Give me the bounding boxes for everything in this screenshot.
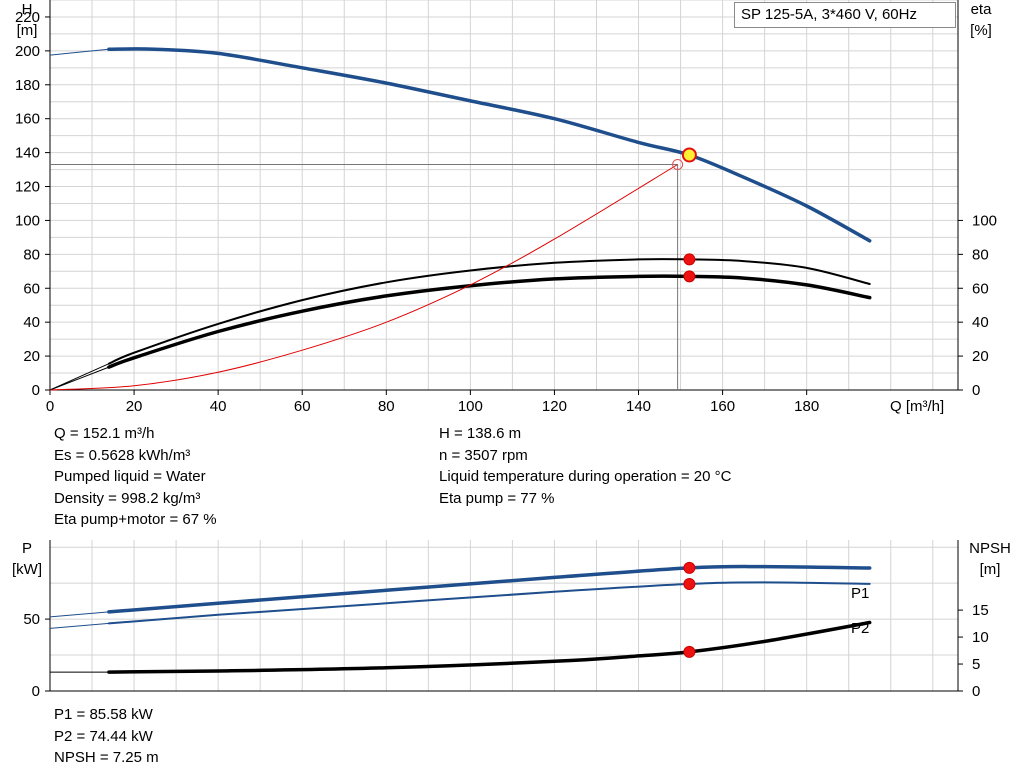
chart-title-box: SP 125-5A, 3*460 V, 60Hz: [734, 2, 956, 28]
info-liquid-temperature: Liquid temperature during operation = 20…: [439, 468, 732, 485]
info-h: H = 138.6 m: [439, 425, 522, 442]
chart-1-x-tick-label: 120: [542, 398, 567, 415]
chart-1-x-tick-label: 100: [458, 398, 483, 415]
chart-2-series-p1: [107, 564, 872, 614]
chart-1-yl-tick-label: 60: [23, 280, 40, 297]
chart-1-system-point-marker: [672, 158, 684, 170]
chart-2-series-npsh: [107, 620, 872, 674]
chart-1-yl-tick-label: 0: [32, 382, 40, 399]
chart-1-series-0-extension: [49, 48, 109, 56]
chart-1-x-axis-label: Q [m³/h]: [890, 398, 944, 415]
chart-1-x-tick-label: 140: [626, 398, 651, 415]
chart-2-right-axis-unit: [m]: [980, 561, 1001, 578]
info-pumped-liquid: Pumped liquid = Water: [54, 468, 206, 485]
info-density: Density = 998.2 kg/m³: [54, 489, 201, 507]
chart-1-yr-tick-label: 100: [972, 212, 997, 229]
chart-1-series-eta-pump: [107, 258, 871, 365]
chart-2-right-axis-label: NPSH: [969, 540, 1011, 557]
chart-2-series-label-p1: P1: [851, 585, 869, 602]
chart-2-series-p2: [107, 581, 871, 625]
info-p1: P1 = 85.58 kW: [54, 706, 153, 723]
info-npsh: NPSH = 7.25 m: [54, 749, 159, 766]
chart-2-yl-tick-label: 50: [23, 611, 40, 628]
chart-1-series-2-extension: [49, 366, 110, 391]
chart-1-x-tick-label: 0: [46, 398, 54, 415]
chart-1-series-h: [107, 47, 872, 243]
chart-2-yr-tick-label: 0: [972, 683, 980, 700]
info-right-block: H = 138.6 m n = 3507 rpm Liquid temperat…: [439, 423, 731, 509]
chart-2-group: 0 50 P [kW] 0 5 10 15 NPSH [m] P1 P2: [12, 540, 1011, 700]
chart-1-yl-tick-label: 20: [23, 348, 40, 365]
info-eta-pump-motor: Eta pump+motor = 67 %: [54, 511, 217, 528]
chart-2-point-marker-p2: [683, 577, 696, 590]
info-es: Es = 0.5628 kWh/m³: [54, 446, 191, 464]
chart-2-series-p2-extension: [49, 622, 109, 629]
chart-1-eta-point-marker: [683, 270, 696, 283]
chart-1-yr-tick-label: 80: [972, 246, 989, 263]
chart-1-left-axis-label: H: [22, 1, 33, 18]
info-q: Q = 152.1 m³/h: [54, 425, 155, 442]
chart-1-x-tick-label: 60: [294, 398, 311, 415]
chart-1-yl-tick-label: 80: [23, 246, 40, 263]
chart-1-yl-tick-label: 200: [15, 43, 40, 60]
chart-1-x-tick-label: 40: [210, 398, 227, 415]
chart-1-yl-tick-label: 40: [23, 314, 40, 331]
chart-1-x-tick-label: 80: [378, 398, 395, 415]
chart-1-yl-tick-label: 180: [15, 77, 40, 94]
chart-1-yr-tick-label: 60: [972, 280, 989, 297]
chart-2-series-p1-extension: [49, 611, 109, 618]
chart-1-yl-tick-label: 220: [15, 9, 40, 26]
chart-2-yr-tick-label: 5: [972, 656, 980, 673]
chart-2-yr-tick-label: 15: [972, 602, 989, 619]
chart-1-yr-tick-label: 0: [972, 382, 980, 399]
chart-2-yl-tick-label: 0: [32, 683, 40, 700]
chart-2-point-marker-npsh: [683, 645, 696, 658]
chart-1-right-axis-label: eta: [971, 1, 993, 18]
chart-2-left-axis-unit: [kW]: [12, 561, 42, 578]
chart-1-yl-tick-label: 140: [15, 145, 40, 162]
info-left-block: Q = 152.1 m³/h Es = 0.5628 kWh/m³ Pumped…: [54, 423, 217, 531]
chart-1-yr-tick-label: 20: [972, 348, 989, 365]
info-eta-pump: Eta pump = 77 %: [439, 489, 555, 507]
chart-1-group: 0 20 40 60 80 100 120 140 160 180 Q [m³/h] 0 20 40 60 8…: [15, 0, 997, 415]
chart-1-x-tick-label: 20: [126, 398, 143, 415]
chart-1-x-tick-label: 160: [710, 398, 735, 415]
chart-2-left-axis-label: P: [22, 540, 32, 557]
chart-1-right-axis-unit: [%]: [970, 22, 992, 39]
chart-2-series-label-p2: P2: [851, 620, 869, 637]
chart-2-point-marker-p1: [683, 561, 696, 574]
chart-1-yl-tick-label: 160: [15, 111, 40, 128]
chart-1-left-axis-unit: [m]: [17, 22, 38, 39]
chart-1-yr-tick-label: 40: [972, 314, 989, 331]
chart-2-yr-tick-label: 10: [972, 629, 989, 646]
chart-1-series-eta-pump-motor: [107, 274, 872, 369]
chart-1-operating-point-marker: [681, 147, 697, 163]
info-p2: P2 = 74.44 kW: [54, 727, 153, 745]
chart-1-series-system-curve: [49, 164, 678, 391]
chart-1-eta-point-marker: [683, 253, 696, 266]
chart-1-x-tick-label: 180: [794, 398, 819, 415]
chart-1-yl-tick-label: 120: [15, 179, 40, 196]
info-bottom-block: P1 = 85.58 kW P2 = 74.44 kW NPSH = 7.25 …: [54, 704, 159, 769]
chart-title: SP 125-5A, 3*460 V, 60Hz: [741, 6, 917, 23]
chart-1-yl-tick-label: 100: [15, 212, 40, 229]
info-n: n = 3507 rpm: [439, 446, 528, 464]
